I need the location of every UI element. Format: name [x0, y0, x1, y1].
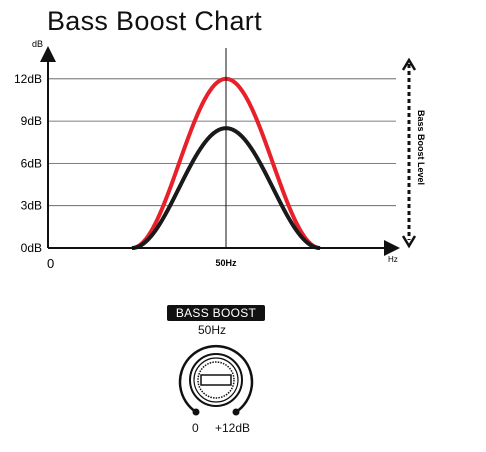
y-tick-label-1: 3dB	[21, 199, 42, 213]
y-tick-label-3: 9dB	[21, 114, 42, 128]
y-tick-label-2: 6dB	[21, 156, 42, 170]
y-tick-label-0: 0dB	[21, 241, 42, 255]
boost-level-label: Bass Boost Level	[416, 110, 426, 185]
x-center-label: 50Hz	[215, 258, 237, 268]
knob-min-label: 0	[192, 421, 199, 435]
x-axis-unit-label: Hz	[388, 255, 398, 264]
bass-boost-badge: BASS BOOST	[167, 305, 265, 321]
chart-title: Bass Boost Chart	[47, 6, 262, 36]
knob-max-label: +12dB	[215, 421, 251, 435]
x-origin-label: 0	[47, 256, 54, 271]
y-tick-label-4: 12dB	[14, 72, 42, 86]
y-axis-unit-label: dB	[32, 39, 43, 49]
boost-level-indicator: Bass Boost Level	[401, 57, 426, 249]
y-tick-labels: 0dB 3dB 6dB 9dB 12dB	[14, 72, 42, 255]
grid-lines	[48, 78, 396, 207]
bass-boost-knob	[178, 344, 254, 416]
knob-frequency-label: 50Hz	[198, 323, 227, 337]
